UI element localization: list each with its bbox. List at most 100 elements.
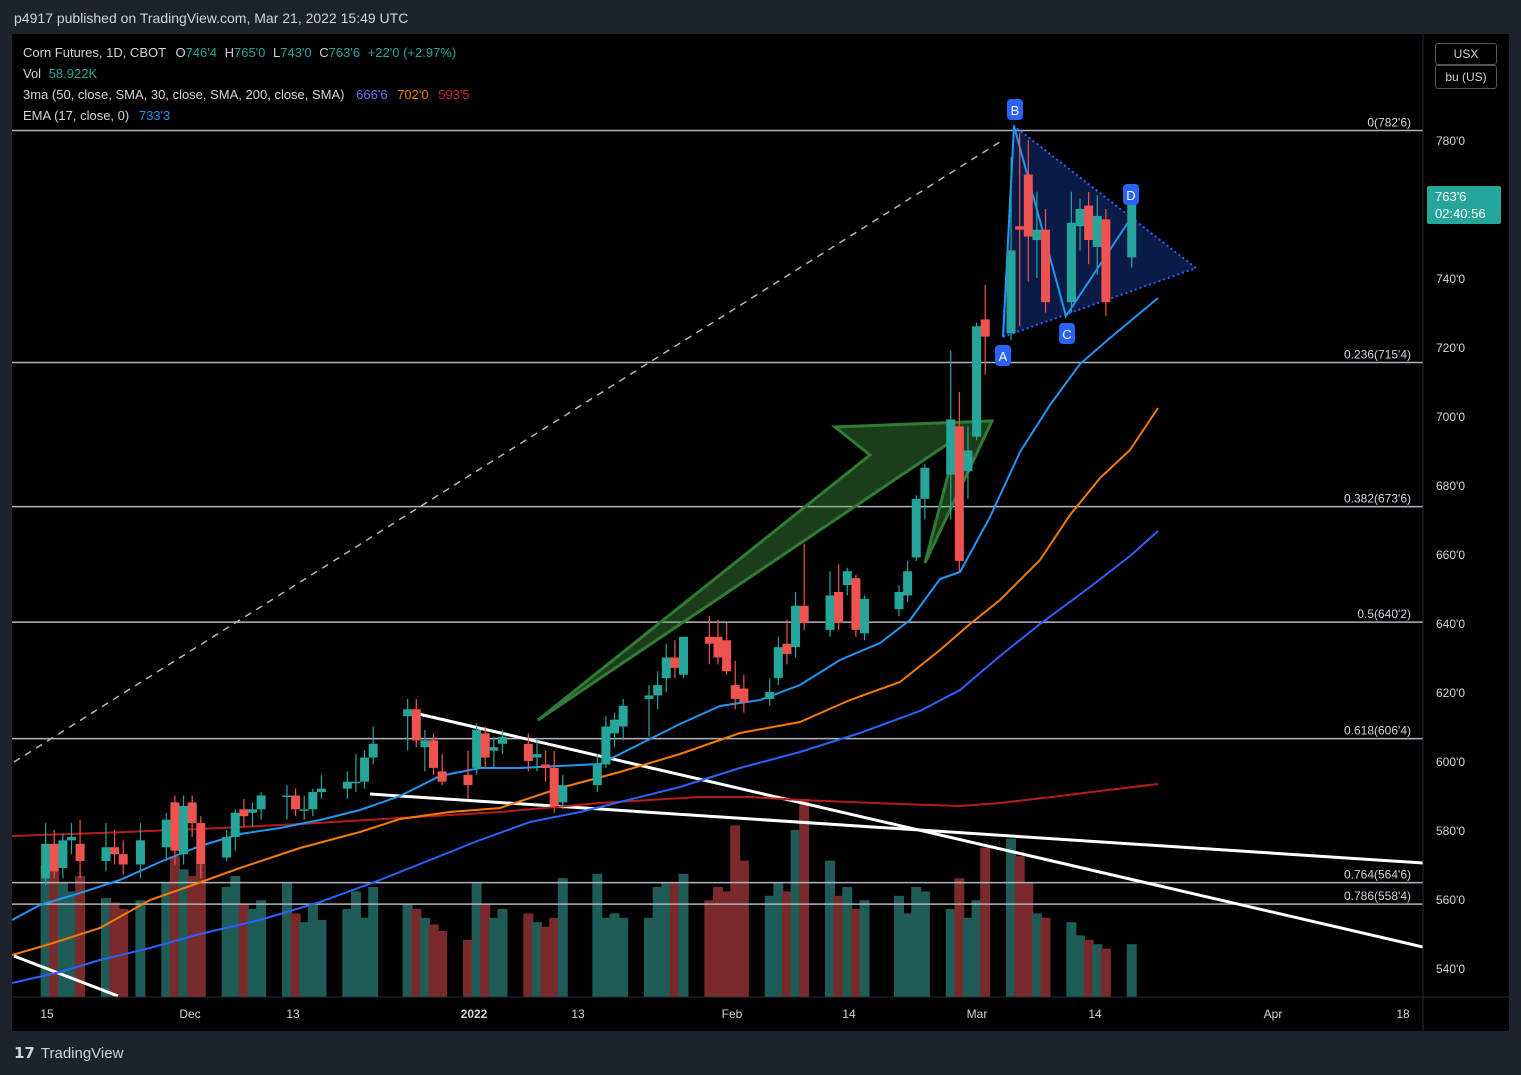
price-tick-label: 780'0 xyxy=(1436,134,1465,148)
time-tick-label: 13 xyxy=(286,1007,300,1021)
volume-bar xyxy=(1006,838,1017,997)
candle-body xyxy=(291,795,301,810)
change-value: +22'0 (+2.97%) xyxy=(367,45,457,60)
volume-bar xyxy=(842,887,853,997)
time-tick-label: 14 xyxy=(1088,1007,1102,1021)
volume-bar xyxy=(531,922,542,997)
low-value: 743'0 xyxy=(280,45,312,60)
volume-bar xyxy=(497,909,508,997)
price-tick-label: 600'0 xyxy=(1436,755,1465,769)
candle-body xyxy=(549,767,559,806)
ema-label[interactable]: EMA (17, close, 0) xyxy=(23,108,130,123)
volume-bar xyxy=(359,917,370,997)
volume-label[interactable]: Vol xyxy=(23,66,42,81)
abcd-pattern-line xyxy=(1002,125,1132,338)
time-tick-label: Apr xyxy=(1264,1007,1283,1021)
price-tick-label: 640'0 xyxy=(1436,617,1465,631)
candle-body xyxy=(497,736,507,744)
pattern-point-label: C xyxy=(1062,327,1071,342)
candle-body xyxy=(411,709,421,741)
volume-bar xyxy=(428,924,439,997)
pattern-point-badge xyxy=(995,345,1011,366)
candle-body xyxy=(791,605,801,648)
sma30-line xyxy=(12,407,1159,956)
volume-bar xyxy=(1023,882,1034,997)
volume-bar xyxy=(299,922,310,997)
candle-body xyxy=(765,692,775,699)
volume-bar xyxy=(40,865,51,997)
volume-bar xyxy=(945,909,956,997)
volume-bar xyxy=(721,891,732,997)
candle-body xyxy=(351,781,361,784)
candle-body xyxy=(730,685,740,699)
pattern-point-label: D xyxy=(1126,188,1135,203)
dashed-trend-line xyxy=(13,139,1004,763)
candle-body xyxy=(463,774,473,786)
volume-bar xyxy=(471,882,482,997)
candle-body xyxy=(860,598,870,634)
volume-bar xyxy=(437,931,448,997)
volume-bar xyxy=(773,882,784,997)
volume-bar xyxy=(678,873,689,997)
candle-body xyxy=(592,764,602,786)
pattern-point-label: B xyxy=(1011,103,1020,118)
candle-body xyxy=(101,847,111,862)
candle-body xyxy=(963,450,973,472)
volume-bar xyxy=(135,900,146,997)
volume-bar xyxy=(859,900,870,997)
volume-bar xyxy=(368,887,379,997)
bar-countdown: 02:40:56 xyxy=(1435,206,1486,221)
unit-button[interactable]: bu (US) xyxy=(1435,65,1497,89)
volume-bar xyxy=(247,909,258,997)
candle-body xyxy=(1023,174,1033,237)
candle-body xyxy=(179,805,189,855)
volume-bar xyxy=(618,917,629,997)
symbol-name[interactable]: Corn Futures, 1D, CBOT xyxy=(23,45,166,60)
candle-body xyxy=(670,657,680,668)
currency-button[interactable]: USX xyxy=(1435,43,1497,65)
candle-body xyxy=(187,802,197,824)
candle-body xyxy=(1041,229,1051,303)
candle-body xyxy=(523,743,533,761)
candle-body xyxy=(308,792,318,810)
volume-bar xyxy=(1031,913,1042,997)
time-tick-label: 13 xyxy=(571,1007,585,1021)
chart-frame[interactable] xyxy=(12,34,1509,1031)
candle-body xyxy=(1084,205,1094,241)
volume-bar xyxy=(850,909,861,997)
volume-bar xyxy=(712,887,723,997)
candle-body xyxy=(679,636,688,675)
high-value: 765'0 xyxy=(233,45,266,60)
volume-bar xyxy=(1066,922,1077,997)
candle-body xyxy=(368,743,378,758)
candle-body xyxy=(972,326,982,437)
volume-bar xyxy=(971,900,982,997)
fib-level-label: 0.786(558'4) xyxy=(1344,889,1411,903)
time-tick-label: 18 xyxy=(1396,1007,1410,1021)
volume-bar xyxy=(480,904,491,997)
volume-bar xyxy=(962,917,973,997)
last-price-tag: 763'6 02:40:56 xyxy=(1427,186,1501,224)
candle-body xyxy=(1006,250,1016,334)
volume-bar xyxy=(825,860,836,997)
volume-bar xyxy=(980,847,991,997)
candle-body xyxy=(532,754,542,758)
volume-bar xyxy=(1126,944,1137,997)
candle-body xyxy=(403,709,413,717)
candle-body xyxy=(282,795,292,797)
candle-body xyxy=(49,843,59,872)
price-tick-label: 540'0 xyxy=(1436,962,1465,976)
candle-body xyxy=(41,843,51,879)
candle-body xyxy=(661,657,671,679)
candle-body xyxy=(601,726,611,765)
pattern-point-badge xyxy=(1007,99,1023,120)
brand-name: TradingView xyxy=(40,1044,124,1062)
candle-body xyxy=(489,747,499,751)
candle-body xyxy=(1015,226,1025,230)
open-value: 746'4 xyxy=(185,45,217,60)
time-tick-label: Feb xyxy=(722,1007,743,1021)
volume-bar xyxy=(781,891,792,997)
close-value: 763'6 xyxy=(328,45,361,60)
ma-label[interactable]: 3ma (50, close, SMA, 30, close, SMA, 200… xyxy=(23,87,345,102)
